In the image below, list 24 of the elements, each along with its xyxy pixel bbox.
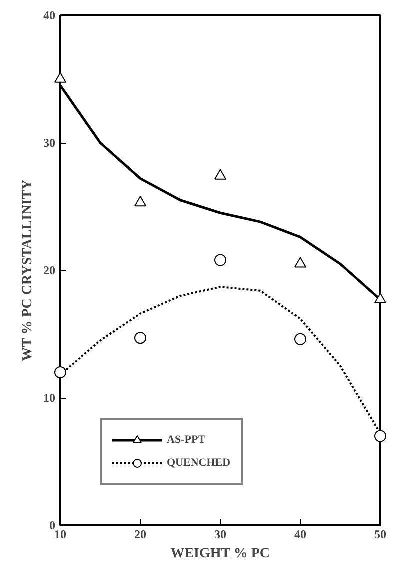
y-tick-label: 40 (44, 8, 56, 22)
point (214, 254, 226, 266)
point (374, 430, 386, 442)
point (54, 72, 66, 83)
point (214, 169, 226, 180)
legend-label: AS-PPT (167, 434, 206, 446)
y-tick-label: 20 (44, 264, 56, 278)
y-axis-title: WT % PC CRYSTALLINITY (20, 180, 36, 362)
point (374, 292, 386, 304)
legend-label: QUENCHED (167, 457, 231, 469)
x-tick-label: 20 (134, 528, 146, 542)
point (294, 257, 306, 268)
x-tick-label: 40 (294, 528, 306, 542)
x-tick-label: 30 (214, 528, 226, 542)
point (54, 366, 66, 378)
y-tick-label: 10 (44, 391, 56, 405)
point (294, 333, 306, 346)
x-tick-label: 10 (54, 528, 66, 542)
x-tick-label: 50 (374, 528, 386, 542)
x-axis-title: WEIGHT % PC (170, 546, 270, 562)
y-tick-label: 0 (50, 518, 56, 532)
y-tick-label: 30 (44, 136, 56, 150)
point (134, 196, 146, 207)
point (134, 332, 146, 344)
